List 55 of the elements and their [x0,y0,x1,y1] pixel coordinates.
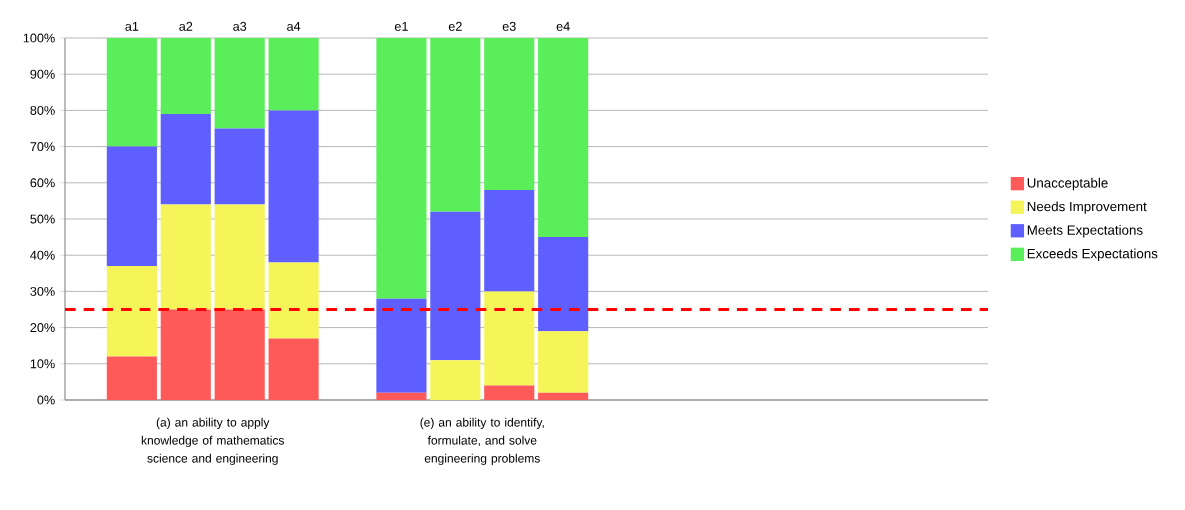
y-tick-label: 100% [23,33,55,43]
bar [538,392,589,400]
y-tick-label: 80% [30,105,55,115]
x-tick-label: a2 [179,21,193,31]
bar [106,266,157,357]
bar [484,291,535,386]
x-tick-label: e3 [502,21,516,31]
legend-label: Needs Improvement [1027,201,1147,214]
bar [538,38,589,238]
bar [268,262,319,339]
bar [484,38,535,191]
bar [268,338,319,400]
bar [160,204,211,310]
y-tick-label: 10% [30,359,55,369]
y-tick-label: 70% [30,142,55,152]
y-tick-label: 20% [30,323,55,333]
bar [106,356,157,400]
bar [214,309,265,400]
bar [106,146,157,267]
bar [268,38,319,111]
x-tick-label: e1 [394,21,408,31]
text: (a) an ability to apply knowledge of mathematics science and engineering [141,417,284,465]
bar [484,385,535,400]
bar [106,38,157,147]
bar [160,309,211,400]
x-tick-label: a3 [233,21,247,31]
bar [160,114,211,205]
x-tick-label: e2 [448,21,462,31]
bar [538,331,589,393]
text: (e) an ability to identify, formulate, and solve engineering problems [420,417,544,465]
x-tick-label: a4 [287,21,301,31]
y-tick-label: 60% [30,178,55,188]
y-tick-label: 50% [30,214,55,224]
bar [430,211,481,361]
legend-label: Unacceptable [1027,177,1108,191]
bar [214,38,265,129]
bar [268,110,319,263]
bar [430,38,481,212]
bar [376,38,427,299]
bar [484,190,535,292]
bar [214,204,265,310]
bar [376,392,427,400]
bar [214,128,265,205]
bar [160,38,211,115]
bar [376,298,427,393]
bar [430,360,481,400]
legend-label: Exceeds Expectations [1027,248,1158,261]
y-tick-label: 0% [37,395,55,405]
y-tick-label: 90% [30,69,55,79]
y-tick-label: 30% [30,286,55,296]
x-tick-label: a1 [125,21,139,31]
legend-label: Meets Expectations [1027,224,1143,238]
x-tick-label: e4 [556,21,570,31]
bar [538,237,589,332]
y-tick-label: 40% [30,250,55,260]
